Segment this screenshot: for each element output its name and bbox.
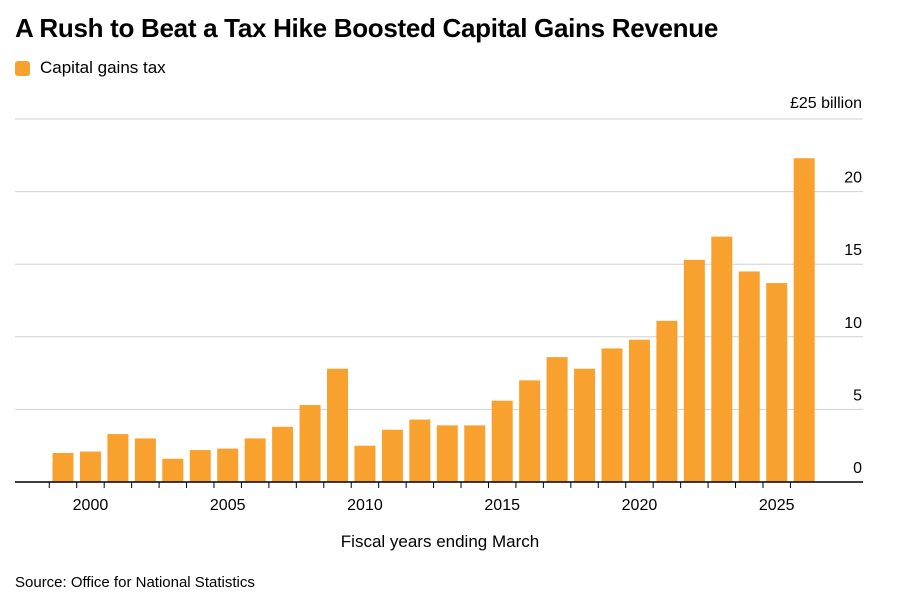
bar — [766, 283, 788, 482]
y-tick-label: £25 billion — [790, 95, 862, 112]
bar — [574, 368, 596, 482]
bar — [683, 259, 705, 482]
bar — [162, 458, 184, 482]
x-tick-label: 2025 — [759, 497, 795, 514]
bar — [79, 451, 101, 482]
bar — [793, 158, 815, 483]
source-note: Source: Office for National Statistics — [15, 574, 255, 591]
y-tick-label: 5 — [853, 387, 862, 404]
x-axis-title: Fiscal years ending March — [341, 532, 539, 551]
bar — [656, 320, 678, 482]
bar — [519, 380, 541, 482]
bar — [244, 438, 266, 482]
bar — [464, 425, 486, 482]
bar — [327, 368, 348, 482]
bar — [381, 429, 403, 482]
bar — [601, 348, 623, 482]
bar — [299, 405, 321, 482]
y-tick-label: 15 — [844, 242, 862, 259]
y-tick-label: 0 — [853, 460, 862, 477]
x-tick-label: 2015 — [484, 497, 520, 514]
y-tick-label: 10 — [844, 315, 862, 332]
bar — [189, 450, 211, 482]
bar — [546, 357, 568, 482]
x-tick-label: 2010 — [347, 497, 383, 514]
chart-title: A Rush to Beat a Tax Hike Boosted Capita… — [15, 13, 719, 43]
legend: Capital gains tax — [15, 58, 166, 78]
bar — [107, 434, 129, 482]
bar — [272, 426, 294, 482]
legend-label: Capital gains tax — [40, 58, 166, 77]
x-tick-label: 2020 — [622, 497, 658, 514]
legend-swatch — [15, 60, 30, 76]
bar — [134, 438, 156, 482]
bar — [436, 425, 458, 482]
x-tick-label: 2000 — [73, 497, 109, 514]
y-tick-label: 20 — [844, 170, 862, 187]
bar — [354, 445, 376, 482]
x-tick-label: 2005 — [210, 497, 246, 514]
bar — [52, 452, 74, 482]
bar — [711, 236, 733, 482]
bar — [217, 448, 239, 482]
bar — [491, 400, 513, 482]
bar — [628, 339, 650, 482]
bar — [409, 419, 431, 482]
bar — [738, 271, 760, 482]
